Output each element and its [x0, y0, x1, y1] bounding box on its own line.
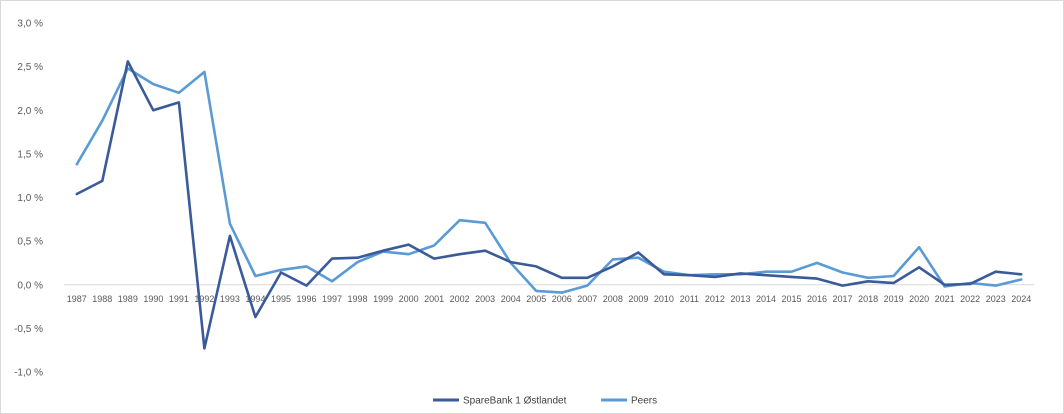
- x-tick-label: 1989: [118, 294, 138, 304]
- x-tick-label: 2002: [450, 294, 470, 304]
- x-tick-label: 2024: [1011, 294, 1031, 304]
- x-tick-label: 2000: [399, 294, 419, 304]
- x-tick-label: 1992: [194, 294, 214, 304]
- x-tick-label: 2005: [526, 294, 546, 304]
- series-line-sparebank-1-ostlandet: [75, 60, 1023, 350]
- x-tick-label: 2003: [475, 294, 495, 304]
- x-tick-label: 1994: [245, 294, 265, 304]
- series-layer: [75, 60, 1023, 350]
- x-tick-label: 2008: [603, 294, 623, 304]
- x-tick-label: 1999: [373, 294, 393, 304]
- x-tick-label: 2009: [628, 294, 648, 304]
- x-axis: 1987 1988 1989 1990 1991 1992 1993 1994 1995 1996…: [64, 284, 1034, 304]
- x-tick-label: 2023: [986, 294, 1006, 304]
- x-tick-label: 2017: [833, 294, 853, 304]
- y-tick-label: -0,5 %: [14, 324, 43, 335]
- x-tick-label: 2014: [756, 294, 776, 304]
- x-tick-label: 2016: [807, 294, 827, 304]
- x-tick-label: 1997: [322, 294, 342, 304]
- y-tick-label: 2,5 %: [17, 62, 43, 73]
- legend-label: SpareBank 1 Østlandet: [463, 396, 567, 407]
- y-tick-label: -1,0 %: [14, 368, 43, 379]
- y-axis: 3,0 % 2,5 % 2,0 % 1,5 % 1,0 % 0,5 % 0,0 % -0,5 …: [14, 19, 43, 379]
- x-tick-label: 1991: [169, 294, 189, 304]
- y-tick-label: 1,0 %: [17, 193, 43, 204]
- x-tick-label: 1998: [348, 294, 368, 304]
- x-tick-label: 2021: [935, 294, 955, 304]
- legend-label: Peers: [631, 396, 657, 407]
- x-tick-label: 2015: [781, 294, 801, 304]
- series-line-peers: [75, 67, 1023, 294]
- y-tick-label: 3,0 %: [17, 19, 43, 30]
- x-tick-label: 1990: [143, 294, 163, 304]
- x-tick-label: 2012: [705, 294, 725, 304]
- x-tick-label: 2019: [884, 294, 904, 304]
- x-tick-label: 1995: [271, 294, 291, 304]
- x-tick-label: 2010: [654, 294, 674, 304]
- x-tick-label: 2006: [552, 294, 572, 304]
- y-tick-label: 2,0 %: [17, 106, 43, 117]
- x-tick-label: 1993: [220, 294, 240, 304]
- x-tick-label: 2007: [577, 294, 597, 304]
- y-tick-label: 1,5 %: [17, 149, 43, 160]
- x-tick-label: 2022: [960, 294, 980, 304]
- x-tick-label: 2018: [858, 294, 878, 304]
- x-tick-label: 2020: [909, 294, 929, 304]
- x-tick-label: 2013: [730, 294, 750, 304]
- x-tick-label: 1987: [67, 294, 87, 304]
- y-tick-label: 0,5 %: [17, 237, 43, 248]
- legend: SpareBank 1 Østlandet Peers: [433, 396, 657, 407]
- x-tick-label: 2004: [501, 294, 521, 304]
- y-tick-label: 0,0 %: [17, 280, 43, 291]
- x-tick-label: 1988: [92, 294, 112, 304]
- x-tick-label: 2001: [424, 294, 444, 304]
- x-tick-label: 1996: [296, 294, 316, 304]
- x-tick-label: 2011: [680, 294, 699, 304]
